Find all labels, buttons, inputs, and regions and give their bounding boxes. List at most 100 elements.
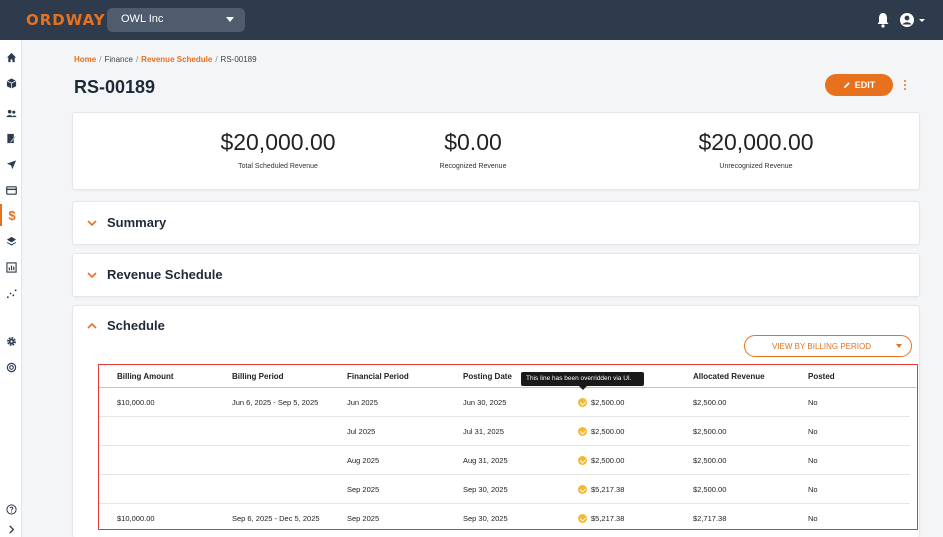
scatter-chart-icon[interactable] <box>0 282 22 304</box>
organization-select[interactable]: OWL Inc <box>107 8 245 32</box>
cell-financial-period: Jul 2025 <box>347 427 376 436</box>
cell-financial-period: Jun 2025 <box>347 398 378 407</box>
chevron-down-icon <box>87 219 97 226</box>
revenue-schedule-toggle[interactable]: Revenue Schedule <box>87 267 223 282</box>
breadcrumb-revenue-schedule[interactable]: Revenue Schedule <box>141 55 213 64</box>
credit-card-icon[interactable] <box>0 179 22 201</box>
users-icon[interactable] <box>0 102 22 124</box>
column-header[interactable]: Financial Period <box>347 372 409 381</box>
stat-label: Unrecognized Revenue <box>719 163 793 170</box>
column-header[interactable]: Billing Amount <box>117 372 174 381</box>
section-title: Revenue Schedule <box>107 267 223 282</box>
column-header[interactable]: Allocated Revenue <box>693 372 765 381</box>
breadcrumb-home[interactable]: Home <box>74 55 97 64</box>
revenue-stats-card: $20,000.00 Total Scheduled Revenue $0.00… <box>72 112 920 190</box>
stat-label: Recognized Revenue <box>439 163 507 170</box>
override-check-icon[interactable] <box>578 513 587 523</box>
revenue-value: $2,500.00 <box>591 456 625 465</box>
ordway-logo[interactable]: ORDWAY <box>26 11 106 29</box>
view-by-value: VIEW BY BILLING PERIOD <box>772 342 871 351</box>
cell-posted: No <box>808 427 818 436</box>
caret-down-icon <box>896 344 902 348</box>
stat-label: Total Scheduled Revenue <box>238 163 318 170</box>
settings-icon[interactable] <box>0 330 22 352</box>
cell-billing-amount: $10,000.00 <box>117 514 155 523</box>
cell-posting-date: Jul 31, 2025 <box>463 427 504 436</box>
cell-allocated-revenue: $2,500.00 <box>693 398 727 407</box>
stat-total-scheduled: $20,000.00 Total Scheduled Revenue <box>173 129 383 170</box>
chevron-up-icon <box>87 322 97 329</box>
chevron-right-icon[interactable] <box>0 518 22 537</box>
breadcrumb-separator: / <box>135 55 139 64</box>
organization-name: OWL Inc <box>121 13 164 25</box>
edit-button[interactable]: EDIT <box>825 74 893 96</box>
schedule-table: Billing Amount Billing Period Financial … <box>98 364 918 530</box>
table-row[interactable]: Aug 2025 Aug 31, 2025 $2,500.00 $2,500.0… <box>99 446 910 475</box>
table-row[interactable]: $10,000.00 Sep 6, 2025 - Dec 5, 2025 Sep… <box>99 504 910 533</box>
column-header[interactable]: Posting Date <box>463 372 512 381</box>
pencil-icon <box>843 82 850 88</box>
breadcrumb-separator: / <box>99 55 102 64</box>
top-bar: ORDWAY OWL Inc <box>0 0 943 40</box>
cell-posting-date: Aug 31, 2025 <box>463 456 508 465</box>
table-header: Billing Amount Billing Period Financial … <box>99 365 916 390</box>
cell-allocated-revenue: $2,500.00 <box>693 427 727 436</box>
cell-allocated-revenue: $2,500.00 <box>693 485 727 494</box>
column-header[interactable]: Posted <box>808 372 835 381</box>
cell-revenue: $5,217.38 <box>578 484 625 495</box>
revenue-value: $5,217.38 <box>591 514 625 523</box>
layers-icon[interactable] <box>0 230 22 252</box>
question-circle-icon[interactable] <box>0 498 22 520</box>
override-check-icon[interactable] <box>578 397 587 407</box>
cell-financial-period: Sep 2025 <box>347 514 380 523</box>
breadcrumb-finance: Finance <box>104 55 133 64</box>
override-check-icon[interactable] <box>578 484 587 494</box>
summary-section: Summary <box>72 201 920 245</box>
dollar-icon[interactable]: $ <box>0 204 22 226</box>
summary-toggle[interactable]: Summary <box>87 215 166 230</box>
cell-allocated-revenue: $2,500.00 <box>693 456 727 465</box>
table-row[interactable]: $10,000.00 Jun 6, 2025 - Sep 5, 2025 Jun… <box>99 388 910 417</box>
caret-down-icon <box>226 17 234 22</box>
breadcrumb-current: RS-00189 <box>220 55 257 64</box>
revenue-value: $2,500.00 <box>591 398 625 407</box>
user-menu-icon[interactable] <box>898 11 928 29</box>
schedule-section: Schedule VIEW BY BILLING PERIOD <box>72 305 920 537</box>
revenue-schedule-section: Revenue Schedule <box>72 253 920 297</box>
section-title: Schedule <box>107 318 165 333</box>
cell-allocated-revenue: $2,717.38 <box>693 514 727 523</box>
revenue-value: $2,500.00 <box>591 427 625 436</box>
cell-posting-date: Sep 30, 2025 <box>463 485 508 494</box>
invoice-edit-icon[interactable] <box>0 127 22 149</box>
box-icon[interactable] <box>0 72 22 94</box>
home-icon[interactable] <box>0 46 22 68</box>
breadcrumb: Home / Finance / Revenue Schedule / RS-00189 <box>74 55 257 64</box>
edit-button-label: EDIT <box>854 80 876 90</box>
report-icon[interactable] <box>0 256 22 278</box>
cell-revenue: $2,500.00 <box>578 426 625 437</box>
sidebar: $ <box>0 40 22 537</box>
bell-icon[interactable] <box>876 12 890 28</box>
more-options-icon[interactable] <box>900 78 910 92</box>
cell-posting-date: Jun 30, 2025 <box>463 398 507 407</box>
override-tooltip: This line has been overridden via UI. <box>521 372 644 390</box>
override-check-icon[interactable] <box>578 426 587 436</box>
help-ring-icon[interactable] <box>0 356 22 378</box>
table-row[interactable]: Sep 2025 Sep 30, 2025 $5,217.38 $2,500.0… <box>99 475 910 504</box>
schedule-toggle[interactable]: Schedule <box>87 318 165 333</box>
cell-posted: No <box>808 485 818 494</box>
table-row[interactable]: Jul 2025 Jul 31, 2025 $2,500.00 $2,500.0… <box>99 417 910 446</box>
override-check-icon[interactable] <box>578 455 587 465</box>
cell-billing-amount: $10,000.00 <box>117 398 155 407</box>
page-title: RS-00189 <box>74 77 156 97</box>
view-by-select[interactable]: VIEW BY BILLING PERIOD <box>744 335 912 357</box>
column-header[interactable]: Billing Period <box>232 372 284 381</box>
stat-value: $0.00 <box>444 129 502 155</box>
stat-value: $20,000.00 <box>220 129 336 155</box>
stat-value: $20,000.00 <box>698 129 814 155</box>
breadcrumb-separator: / <box>215 55 218 64</box>
revenue-value: $5,217.38 <box>591 485 625 494</box>
send-icon[interactable] <box>0 153 22 175</box>
cell-revenue: $5,217.38 <box>578 513 625 524</box>
cell-revenue: $2,500.00 <box>578 397 625 408</box>
